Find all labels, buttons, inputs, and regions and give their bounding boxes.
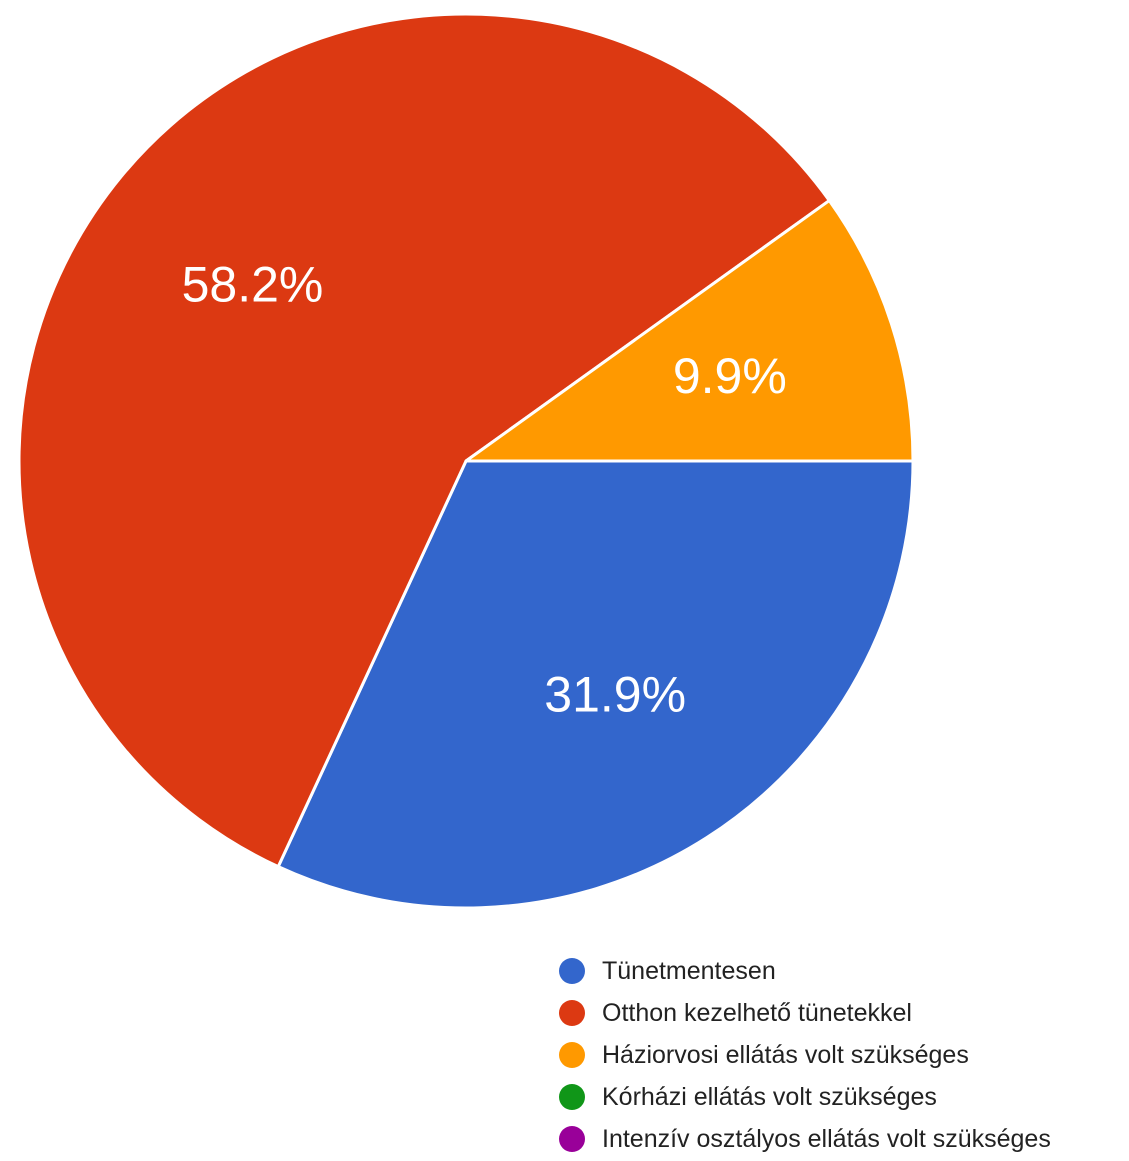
pie-slice (17, 12, 831, 869)
legend: Tünetmentesen Otthon kezelhető tünetekkel… (559, 950, 1051, 1160)
legend-swatch (559, 958, 585, 984)
legend-item: Intenzív osztályos ellátás volt szüksége… (559, 1118, 1051, 1160)
pie-slice (464, 199, 915, 463)
slice-value-label: 58.2% (182, 256, 324, 312)
legend-label: Tünetmentesen (602, 956, 776, 985)
pie-slice (276, 459, 915, 910)
legend-label: Otthon kezelhető tünetekkel (602, 998, 912, 1027)
legend-swatch (559, 1000, 585, 1026)
slice-value-label: 9.9% (673, 348, 787, 404)
legend-swatch (559, 1042, 585, 1068)
legend-item: Tünetmentesen (559, 950, 1051, 992)
legend-item: Háziorvosi ellátás volt szükséges (559, 1034, 1051, 1076)
legend-swatch (559, 1126, 585, 1152)
legend-label: Háziorvosi ellátás volt szükséges (602, 1040, 969, 1069)
slice-value-label: 31.9% (544, 667, 686, 723)
legend-label: Intenzív osztályos ellátás volt szüksége… (602, 1124, 1051, 1153)
legend-label: Kórházi ellátás volt szükséges (602, 1082, 937, 1111)
legend-swatch (559, 1084, 585, 1110)
pie-plot-area: 31.9% 58.2% 9.9% (17, 12, 915, 910)
legend-item: Kórházi ellátás volt szükséges (559, 1076, 1051, 1118)
legend-item: Otthon kezelhető tünetekkel (559, 992, 1051, 1034)
